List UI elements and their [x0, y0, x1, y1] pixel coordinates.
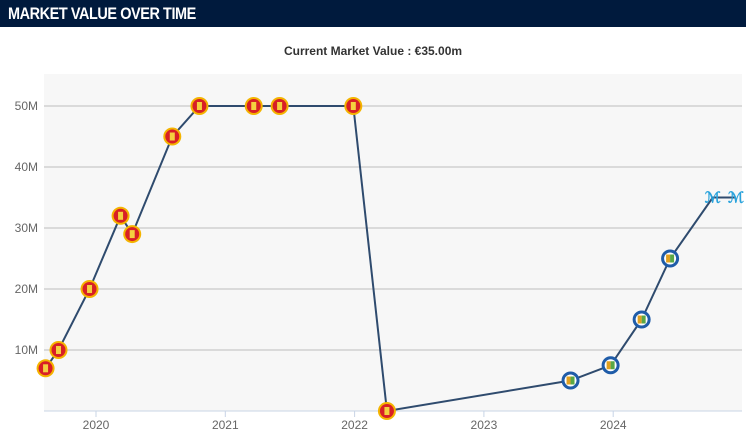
crest-right: [670, 254, 675, 263]
data-point-man-utd-crest-icon: [49, 341, 68, 359]
crest-mark: ℳ: [728, 190, 744, 207]
x-tick-label: 2021: [212, 418, 239, 432]
section-title: MARKET VALUE OVER TIME: [8, 4, 196, 23]
data-point-getafe-crest-icon: [601, 356, 620, 375]
data-point-man-utd-crest-icon: [36, 359, 55, 378]
crest-right: [570, 376, 575, 385]
crest-shield: [384, 407, 390, 415]
x-tick-label: 2020: [83, 418, 110, 432]
crest-left: [666, 254, 671, 263]
data-point-man-utd-crest-icon: [80, 280, 99, 298]
data-point-man-utd-crest-icon: [244, 97, 263, 115]
data-point-man-utd-crest-icon: [111, 206, 130, 225]
crest-left: [606, 361, 611, 370]
x-tick-label: 2023: [471, 418, 498, 432]
chart-subtitle: Current Market Value : €35.00m: [283, 44, 463, 58]
data-point-getafe-crest-icon: [632, 310, 651, 329]
crest-shield: [43, 364, 49, 373]
crest-shield: [251, 102, 257, 110]
data-point-man-utd-crest-icon: [344, 97, 363, 115]
y-tick-label: 10M: [15, 343, 38, 357]
crest-left: [637, 315, 642, 324]
crest-shield: [118, 211, 124, 220]
data-point-getafe-crest-icon: [661, 249, 680, 268]
crest-shield: [196, 102, 202, 110]
crest-left: [566, 376, 571, 385]
x-tick-label: 2024: [600, 418, 627, 432]
crest-shield: [87, 285, 93, 293]
data-point-getafe-crest-icon: [561, 371, 580, 390]
y-tick-label: 50M: [15, 99, 38, 113]
data-point-man-utd-crest-icon: [190, 97, 209, 115]
data-point-marseille-crest-icon: ℳ: [705, 190, 721, 207]
crest-shield: [350, 102, 356, 110]
data-point-marseille-crest-icon: ℳ: [728, 190, 744, 207]
crest-shield: [129, 230, 135, 239]
crest-shield: [277, 102, 283, 110]
data-point-man-utd-crest-icon: [377, 402, 396, 420]
data-point-man-utd-crest-icon: [123, 225, 142, 244]
crest-shield: [56, 346, 62, 354]
data-point-man-utd-crest-icon: [270, 97, 289, 115]
crest-right: [610, 361, 615, 370]
y-tick-label: 30M: [15, 221, 38, 235]
y-tick-label: 20M: [15, 282, 38, 296]
x-tick-label: 2022: [341, 418, 368, 432]
y-tick-label: 40M: [15, 160, 38, 174]
section-header: MARKET VALUE OVER TIME: [0, 0, 746, 27]
crest-shield: [169, 132, 175, 141]
crest-right: [641, 315, 646, 324]
plot-area: [44, 74, 742, 411]
crest-mark: ℳ: [705, 190, 721, 207]
data-point-man-utd-crest-icon: [163, 127, 182, 146]
